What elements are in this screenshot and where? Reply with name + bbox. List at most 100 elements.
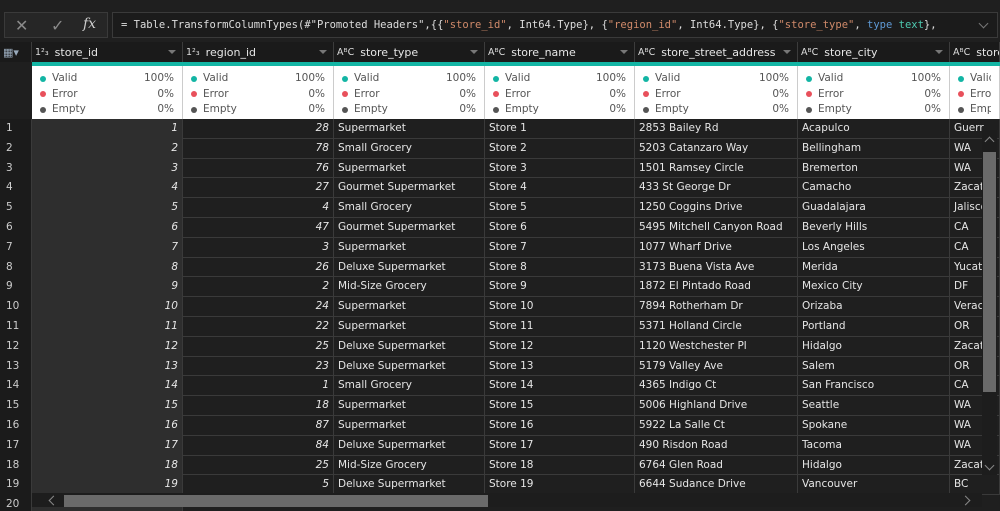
row-number[interactable]: 16 bbox=[0, 416, 32, 436]
cell-region-id[interactable]: 28 bbox=[183, 119, 334, 139]
column-header-store-id[interactable]: 1²₃ store_id bbox=[32, 42, 183, 62]
column-header-store-type[interactable]: AᴮC store_type bbox=[334, 42, 485, 62]
column-header-region-id[interactable]: 1²₃ region_id bbox=[183, 42, 334, 62]
row-number[interactable]: 19 bbox=[0, 475, 32, 496]
x-icon[interactable]: ✕ bbox=[15, 16, 29, 35]
dropdown-arrow-icon[interactable] bbox=[470, 50, 478, 54]
cell-store-id[interactable]: 14 bbox=[32, 376, 183, 397]
cell-region-id[interactable]: 5 bbox=[183, 475, 334, 496]
cell-store-id[interactable]: 18 bbox=[32, 455, 183, 476]
row-number[interactable]: 8 bbox=[0, 257, 32, 278]
cell-store-id[interactable]: 11 bbox=[32, 317, 183, 337]
cell-store-name[interactable]: Store 5 bbox=[485, 198, 635, 218]
cell-store-street-address[interactable]: 5495 Mitchell Canyon Road bbox=[635, 218, 798, 238]
cell-store-city[interactable]: Tacoma bbox=[798, 435, 950, 456]
cell-region-id[interactable]: 1 bbox=[183, 376, 334, 397]
cell-store-city[interactable]: Hidalgo bbox=[798, 455, 950, 476]
type-icon[interactable]: AᴮC bbox=[638, 46, 656, 58]
cell-region-id[interactable]: 24 bbox=[183, 297, 334, 317]
cell-store-type[interactable]: Deluxe Supermarket bbox=[334, 356, 485, 377]
row-number[interactable]: 12 bbox=[0, 336, 32, 357]
row-number[interactable]: 20 bbox=[0, 495, 32, 511]
chevron-down-icon[interactable] bbox=[978, 18, 989, 29]
cell-store-id[interactable]: 19 bbox=[32, 475, 183, 496]
cell-store-name[interactable]: Store 2 bbox=[485, 138, 635, 159]
cell-store-type[interactable]: Supermarket bbox=[334, 317, 485, 337]
cell-store-id[interactable]: 16 bbox=[32, 416, 183, 436]
fx-icon[interactable]: fx bbox=[83, 16, 97, 32]
cell-store-city[interactable]: Salem bbox=[798, 356, 950, 377]
cell-store-id[interactable]: 13 bbox=[32, 356, 183, 377]
formula-text[interactable]: = Table.TransformColumnTypes(#"Promoted … bbox=[121, 13, 967, 37]
cell-store-name[interactable]: Store 16 bbox=[485, 416, 635, 436]
row-number[interactable]: 17 bbox=[0, 435, 32, 456]
formula-input[interactable]: = Table.TransformColumnTypes(#"Promoted … bbox=[112, 12, 998, 38]
cell-store-city[interactable]: Los Angeles bbox=[798, 237, 950, 258]
cell-store-name[interactable]: Store 4 bbox=[485, 178, 635, 199]
cell-store-street-address[interactable]: 5203 Catanzaro Way bbox=[635, 138, 798, 159]
cell-region-id[interactable]: 87 bbox=[183, 416, 334, 436]
cell-store-city[interactable]: Portland bbox=[798, 317, 950, 337]
cell-store-type[interactable]: Small Grocery bbox=[334, 376, 485, 397]
cell-store-id[interactable]: 8 bbox=[32, 257, 183, 278]
row-number[interactable]: 2 bbox=[0, 138, 32, 159]
cell-store-street-address[interactable]: 1501 Ramsey Circle bbox=[635, 158, 798, 179]
cell-store-street-address[interactable]: 6644 Sudance Drive bbox=[635, 475, 798, 496]
cell-store-type[interactable]: Deluxe Supermarket bbox=[334, 257, 485, 278]
cell-store-street-address[interactable]: 5371 Holland Circle bbox=[635, 317, 798, 337]
cell-store-id[interactable]: 12 bbox=[32, 336, 183, 357]
cell-region-id[interactable]: 22 bbox=[183, 317, 334, 337]
row-number[interactable]: 7 bbox=[0, 237, 32, 258]
cell-store-street-address[interactable]: 4365 Indigo Ct bbox=[635, 376, 798, 397]
cell-store-name[interactable]: Store 12 bbox=[485, 336, 635, 357]
cell-store-city[interactable]: Mexico City bbox=[798, 277, 950, 298]
cell-store-city[interactable]: Beverly Hills bbox=[798, 218, 950, 238]
cell-store-city[interactable]: Guadalajara bbox=[798, 198, 950, 218]
cell-region-id[interactable]: 3 bbox=[183, 237, 334, 258]
cell-region-id[interactable]: 78 bbox=[183, 138, 334, 159]
row-number[interactable]: 9 bbox=[0, 277, 32, 298]
dropdown-arrow-icon[interactable] bbox=[319, 50, 327, 54]
row-number[interactable]: 10 bbox=[0, 297, 32, 317]
cell-store-city[interactable]: Bellingham bbox=[798, 138, 950, 159]
dropdown-arrow-icon[interactable] bbox=[783, 50, 791, 54]
cell-store-name[interactable]: Store 19 bbox=[485, 475, 635, 496]
cell-store-city[interactable]: San Francisco bbox=[798, 376, 950, 397]
cell-store-id[interactable]: 4 bbox=[32, 178, 183, 199]
cell-store-street-address[interactable]: 5006 Highland Drive bbox=[635, 396, 798, 416]
cell-store-street-address[interactable]: 6764 Glen Road bbox=[635, 455, 798, 476]
cell-store-type[interactable]: Supermarket bbox=[334, 416, 485, 436]
type-icon[interactable]: 1²₃ bbox=[186, 46, 200, 58]
cell-store-city[interactable]: Camacho bbox=[798, 178, 950, 199]
vertical-scroll-thumb[interactable] bbox=[983, 152, 996, 392]
cell-region-id[interactable]: 84 bbox=[183, 435, 334, 456]
horizontal-scroll-thumb[interactable] bbox=[64, 495, 488, 507]
type-icon[interactable]: AᴮC bbox=[337, 46, 355, 58]
column-header-store-name[interactable]: AᴮC store_name bbox=[485, 42, 635, 62]
cell-region-id[interactable]: 23 bbox=[183, 356, 334, 377]
cell-store-type[interactable]: Supermarket bbox=[334, 237, 485, 258]
cell-region-id[interactable]: 25 bbox=[183, 455, 334, 476]
type-icon[interactable]: AᴮC bbox=[801, 46, 819, 58]
cell-store-name[interactable]: Store 3 bbox=[485, 158, 635, 179]
cell-store-city[interactable]: Merida bbox=[798, 257, 950, 278]
cell-store-id[interactable]: 2 bbox=[32, 138, 183, 159]
cell-store-street-address[interactable]: 5179 Valley Ave bbox=[635, 356, 798, 377]
cell-store-name[interactable]: Store 18 bbox=[485, 455, 635, 476]
cell-store-name[interactable]: Store 7 bbox=[485, 237, 635, 258]
column-header-store-street-address[interactable]: AᴮC store_street_address bbox=[635, 42, 798, 62]
cell-store-id[interactable]: 15 bbox=[32, 396, 183, 416]
cell-store-city[interactable]: Bremerton bbox=[798, 158, 950, 179]
cell-store-id[interactable]: 10 bbox=[32, 297, 183, 317]
cell-store-id[interactable]: 9 bbox=[32, 277, 183, 298]
cell-store-id[interactable]: 3 bbox=[32, 158, 183, 179]
cell-store-id[interactable]: 1 bbox=[32, 119, 183, 139]
cell-store-name[interactable]: Store 9 bbox=[485, 277, 635, 298]
cell-store-street-address[interactable]: 5922 La Salle Ct bbox=[635, 416, 798, 436]
cell-region-id[interactable]: 25 bbox=[183, 336, 334, 357]
cell-store-city[interactable]: Orizaba bbox=[798, 297, 950, 317]
cell-store-city[interactable]: Hidalgo bbox=[798, 336, 950, 357]
cell-store-street-address[interactable]: 490 Risdon Road bbox=[635, 435, 798, 456]
cell-store-name[interactable]: Store 14 bbox=[485, 376, 635, 397]
cell-store-name[interactable]: Store 13 bbox=[485, 356, 635, 377]
